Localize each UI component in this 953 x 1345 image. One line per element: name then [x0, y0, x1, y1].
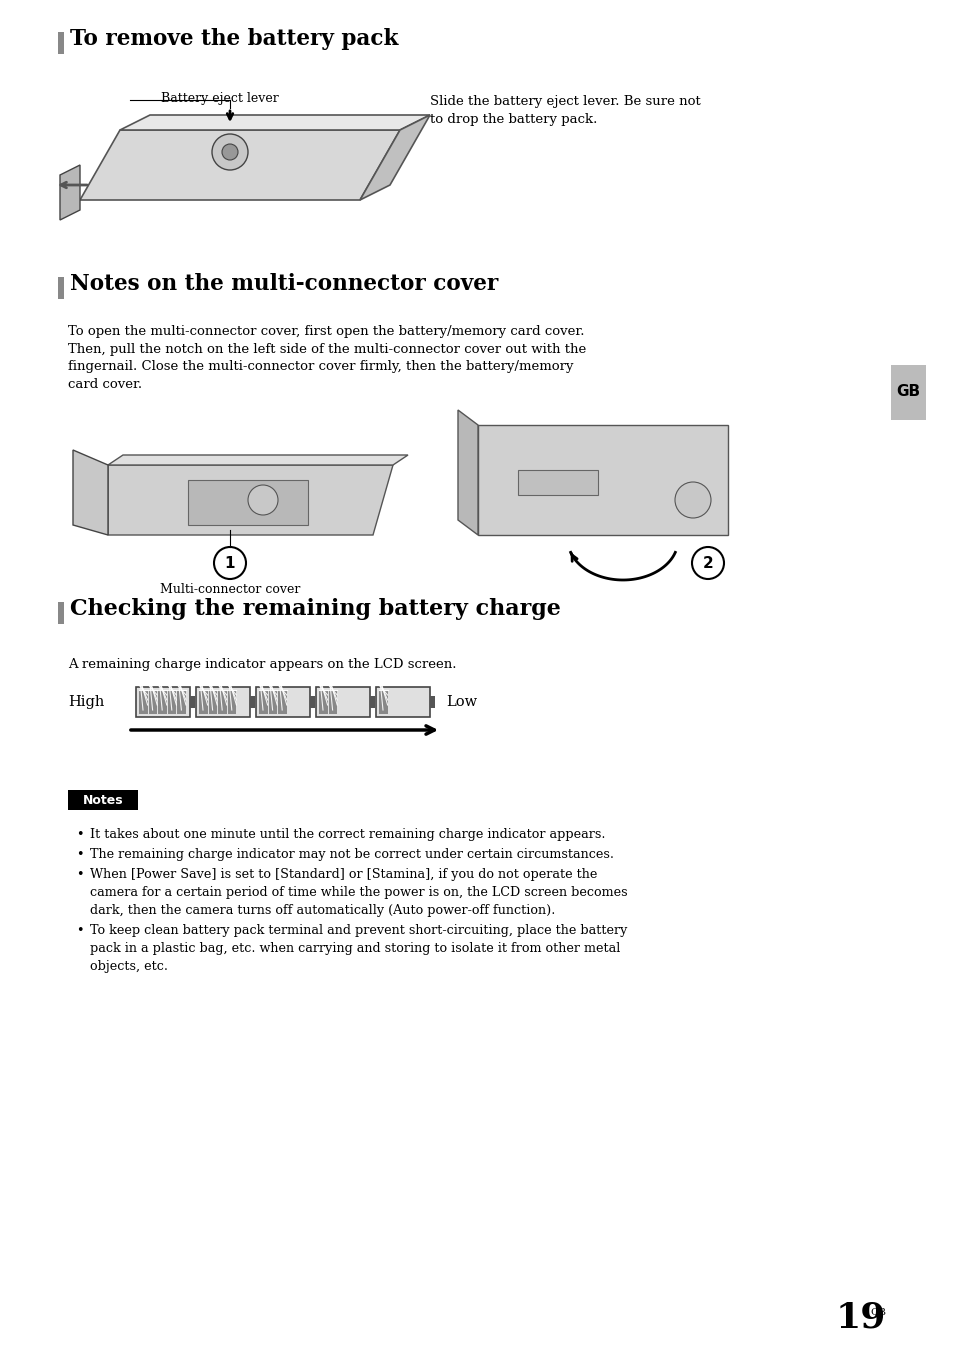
Text: The remaining charge indicator may not be correct under certain circumstances.: The remaining charge indicator may not b… [90, 847, 614, 861]
Polygon shape [457, 410, 477, 535]
Bar [68, 790, 138, 810]
Bar [250, 695, 254, 707]
Bar [58, 277, 64, 299]
Bar [278, 690, 287, 714]
Bar [168, 690, 176, 714]
Text: 1: 1 [225, 555, 235, 570]
Text: Notes on the multi-connector cover: Notes on the multi-connector cover [70, 273, 497, 295]
Bar [378, 690, 387, 714]
Text: It takes about one minute until the correct remaining charge indicator appears.: It takes about one minute until the corr… [90, 829, 605, 841]
Text: •: • [76, 868, 84, 881]
Text: •: • [76, 847, 84, 861]
Text: To remove the battery pack: To remove the battery pack [70, 28, 398, 50]
Bar [328, 690, 336, 714]
Bar [258, 690, 268, 714]
Circle shape [691, 547, 723, 578]
Text: objects, etc.: objects, etc. [90, 960, 168, 972]
Polygon shape [60, 165, 80, 221]
Bar [370, 695, 375, 707]
Bar [517, 469, 598, 495]
Text: •: • [76, 829, 84, 841]
Text: dark, then the camera turns off automatically (Auto power-off function).: dark, then the camera turns off automati… [90, 904, 555, 917]
Polygon shape [108, 465, 393, 535]
Bar [375, 687, 430, 717]
Circle shape [212, 134, 248, 169]
Text: Notes: Notes [83, 794, 123, 807]
Circle shape [675, 482, 710, 518]
Circle shape [222, 144, 237, 160]
Polygon shape [108, 455, 408, 465]
Bar [188, 480, 308, 525]
Text: Battery eject lever: Battery eject lever [161, 91, 278, 105]
Bar [310, 695, 314, 707]
Text: GB: GB [869, 1307, 885, 1317]
Text: Checking the remaining battery charge: Checking the remaining battery charge [70, 599, 560, 620]
Text: 2: 2 [702, 555, 713, 570]
Text: 19: 19 [835, 1301, 885, 1336]
Bar [58, 603, 64, 624]
Text: pack in a plastic bag, etc. when carrying and storing to isolate it from other m: pack in a plastic bag, etc. when carryin… [90, 941, 619, 955]
Polygon shape [80, 130, 399, 200]
Bar [190, 695, 194, 707]
Bar [149, 690, 157, 714]
Bar [158, 690, 167, 714]
Bar [58, 32, 64, 54]
Polygon shape [477, 425, 727, 535]
Text: High: High [68, 695, 104, 709]
Text: Low: Low [446, 695, 476, 709]
Text: camera for a certain period of time while the power is on, the LCD screen become: camera for a certain period of time whil… [90, 886, 627, 898]
Polygon shape [73, 451, 108, 535]
Bar [177, 690, 186, 714]
Polygon shape [359, 116, 430, 200]
Circle shape [248, 486, 277, 515]
Bar [218, 690, 227, 714]
Text: To open the multi-connector cover, first open the battery/memory card cover.
The: To open the multi-connector cover, first… [68, 325, 586, 390]
Text: Multi-connector cover: Multi-connector cover [160, 582, 300, 596]
Text: To keep clean battery pack terminal and prevent short-circuiting, place the batt: To keep clean battery pack terminal and … [90, 924, 627, 937]
Text: GB: GB [895, 385, 919, 399]
Bar [209, 690, 217, 714]
Bar [430, 695, 435, 707]
Bar [199, 690, 208, 714]
Bar [228, 690, 236, 714]
Bar [269, 690, 277, 714]
Circle shape [213, 547, 246, 578]
Bar [890, 364, 925, 420]
Bar [315, 687, 370, 717]
Text: A remaining charge indicator appears on the LCD screen.: A remaining charge indicator appears on … [68, 658, 456, 671]
Text: Slide the battery eject lever. Be sure not
to drop the battery pack.: Slide the battery eject lever. Be sure n… [430, 95, 700, 126]
Bar [195, 687, 250, 717]
Bar [255, 687, 310, 717]
Polygon shape [120, 116, 430, 130]
Bar [136, 687, 190, 717]
Bar [139, 690, 148, 714]
Text: When [Power Save] is set to [Standard] or [Stamina], if you do not operate the: When [Power Save] is set to [Standard] o… [90, 868, 597, 881]
Text: •: • [76, 924, 84, 937]
Bar [318, 690, 327, 714]
